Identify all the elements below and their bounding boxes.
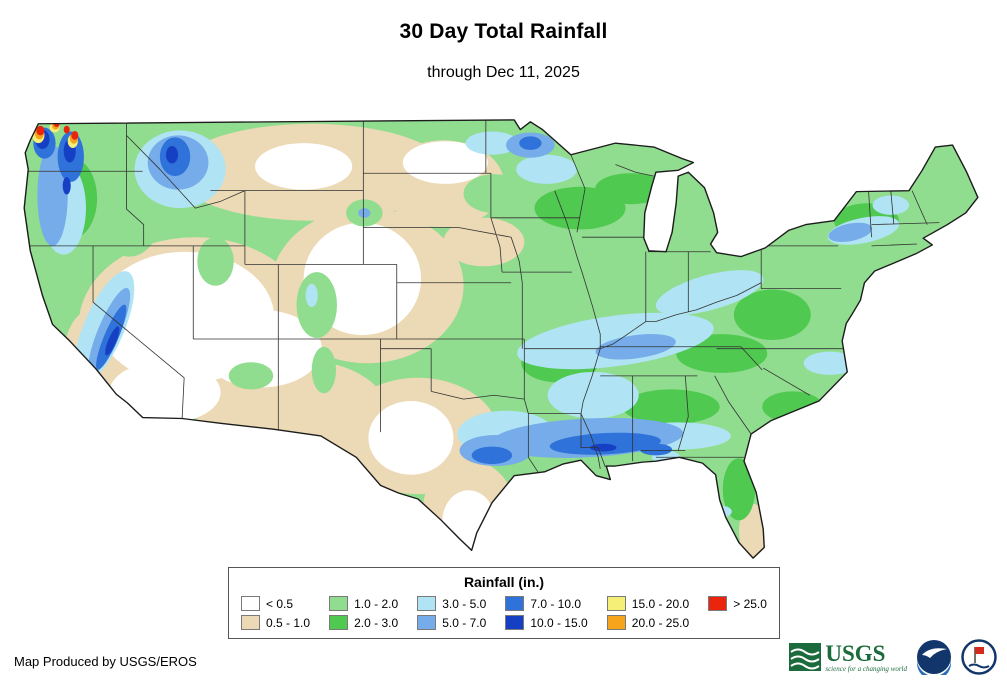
legend-label: 1.0 - 2.0 xyxy=(354,596,399,611)
legend-swatch xyxy=(417,615,437,630)
usgs-logo: USGS science for a changing world xyxy=(789,642,907,673)
rainfall-layer-over-25in xyxy=(36,120,79,140)
rainfall-layer-1-2in xyxy=(43,174,525,394)
us-outline xyxy=(23,119,979,559)
legend-label: 0.5 - 1.0 xyxy=(266,615,311,630)
map-legend: Rainfall (in.) < 0.5 0.5 - 1.0 1.0 - 2.0… xyxy=(228,567,780,639)
usgs-logo-tagline: science for a changing world xyxy=(825,664,907,673)
legend-swatch xyxy=(417,596,437,611)
usgs-wave-icon xyxy=(789,643,822,671)
legend-label: > 25.0 xyxy=(733,596,767,611)
legend-item: 0.5 - 1.0 xyxy=(241,615,310,630)
page-subtitle: through Dec 11, 2025 xyxy=(427,64,580,81)
legend-label: 7.0 - 10.0 xyxy=(530,596,582,611)
legend-label: 15.0 - 20.0 xyxy=(631,596,690,611)
legend-label: 20.0 - 25.0 xyxy=(631,615,690,630)
legend-swatch xyxy=(241,615,260,630)
noaa-logo xyxy=(917,640,951,675)
legend-label: < 0.5 xyxy=(266,596,294,611)
legend-label: 3.0 - 5.0 xyxy=(442,596,487,611)
legend-item: 2.0 - 3.0 xyxy=(329,615,398,630)
legend-label: 5.0 - 7.0 xyxy=(442,615,487,630)
map-credit: Map Produced by USGS/EROS xyxy=(14,654,197,669)
legend-item: 3.0 - 5.0 xyxy=(417,596,486,611)
legend-item: 7.0 - 10.0 xyxy=(505,596,587,611)
agency-logos: USGS science for a changing world xyxy=(789,639,997,675)
legend-item: < 0.5 xyxy=(241,596,310,611)
legend-item: 1.0 - 2.0 xyxy=(329,596,398,611)
legend-swatch xyxy=(505,615,525,630)
legend-swatch xyxy=(606,596,626,611)
us-rainfall-map xyxy=(8,116,990,562)
legend-swatch xyxy=(606,615,626,630)
legend-swatch xyxy=(708,596,728,611)
legend-swatch xyxy=(329,615,349,630)
legend-swatch xyxy=(241,596,260,611)
legend-label: 10.0 - 15.0 xyxy=(530,615,588,630)
legend-item: 15.0 - 20.0 xyxy=(606,596,690,611)
legend-item: 10.0 - 15.0 xyxy=(505,615,588,630)
legend-item: 20.0 - 25.0 xyxy=(606,615,690,630)
legend-title: Rainfall (in.) xyxy=(463,574,545,590)
legend-swatch xyxy=(505,596,525,611)
page-title: 30 Day Total Rainfall xyxy=(399,20,608,43)
state-borders xyxy=(24,119,940,474)
us-rainfall-map-svg xyxy=(23,119,979,559)
usgs-logo-text: USGS xyxy=(825,640,886,666)
legend-item: 5.0 - 7.0 xyxy=(417,615,486,630)
legend-label: 2.0 - 3.0 xyxy=(354,615,399,630)
legend-item: > 25.0 xyxy=(708,596,767,611)
legend-swatch xyxy=(329,596,349,611)
legend-grid: < 0.5 0.5 - 1.0 1.0 - 2.0 2.0 - 3.0 3.0 … xyxy=(241,596,767,630)
nws-logo xyxy=(961,639,997,675)
